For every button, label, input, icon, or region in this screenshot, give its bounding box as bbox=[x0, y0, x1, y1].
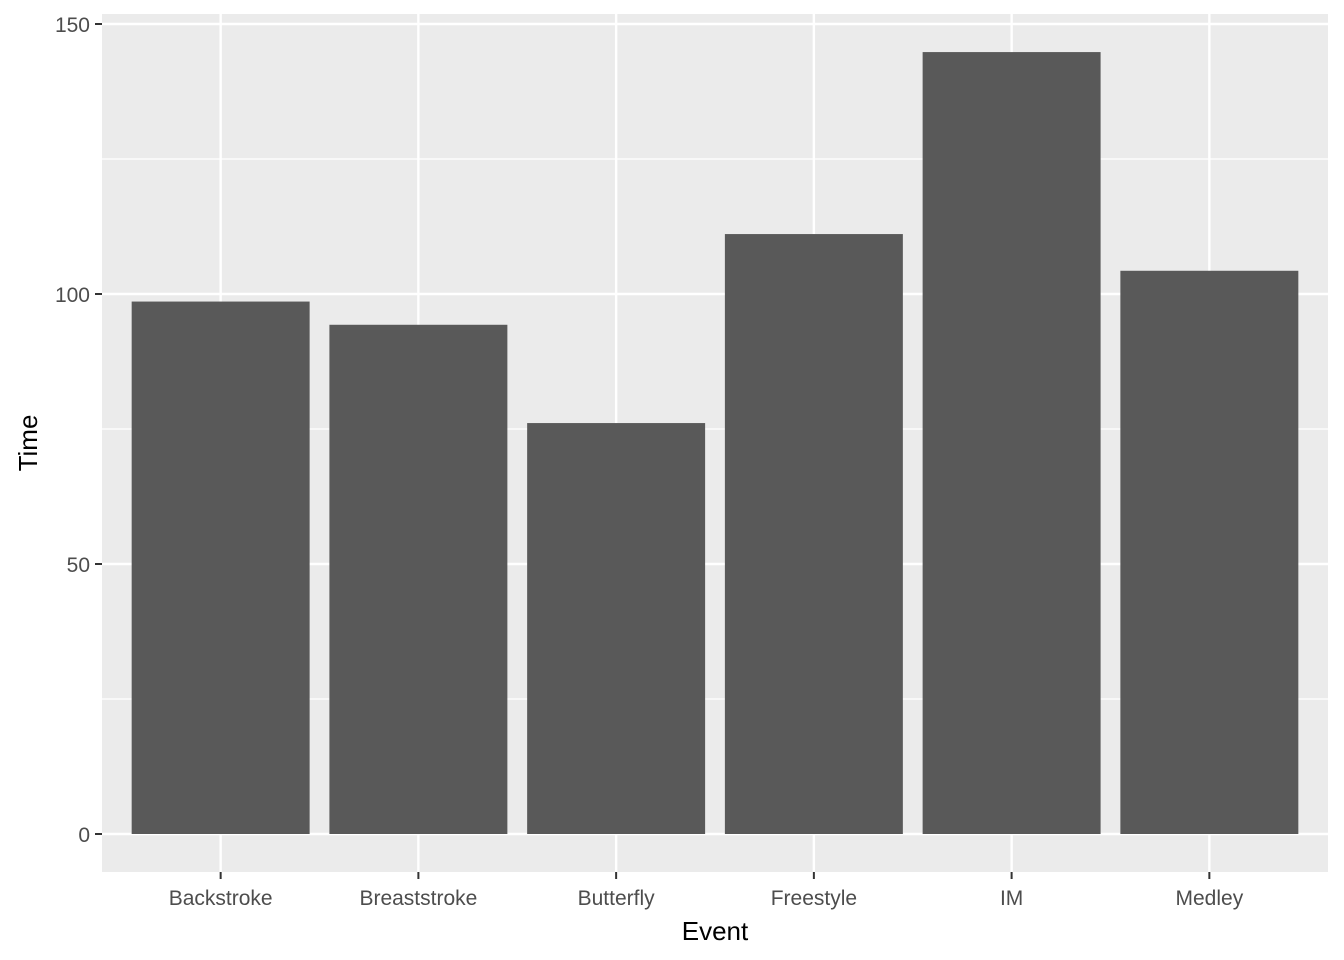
bar-im bbox=[922, 52, 1101, 834]
y-tick-label: 0 bbox=[78, 824, 90, 847]
y-tick-label: 150 bbox=[55, 14, 90, 37]
bar-butterfly bbox=[527, 423, 706, 834]
x-tick-label: IM bbox=[1000, 887, 1023, 910]
x-axis-title: Event bbox=[682, 916, 749, 946]
bar-freestyle bbox=[724, 234, 903, 834]
y-tick-label: 50 bbox=[67, 554, 90, 577]
bars bbox=[131, 52, 1299, 834]
x-tick-label: Backstroke bbox=[169, 887, 273, 910]
bar-medley bbox=[1120, 270, 1299, 834]
y-axis-title: Time bbox=[13, 415, 43, 472]
x-axis: Backstroke Breaststroke Butterfly Freestyle… bbox=[169, 872, 1244, 910]
x-tick-label: Freestyle bbox=[771, 887, 857, 910]
x-tick-label: Breaststroke bbox=[359, 887, 477, 910]
bar-backstroke bbox=[131, 301, 310, 834]
y-axis: 0 50 100 150 bbox=[55, 14, 102, 847]
bar-breaststroke bbox=[329, 324, 508, 834]
y-tick-label: 100 bbox=[55, 284, 90, 307]
x-tick-label: Butterfly bbox=[578, 887, 656, 910]
x-tick-label: Medley bbox=[1176, 887, 1244, 910]
